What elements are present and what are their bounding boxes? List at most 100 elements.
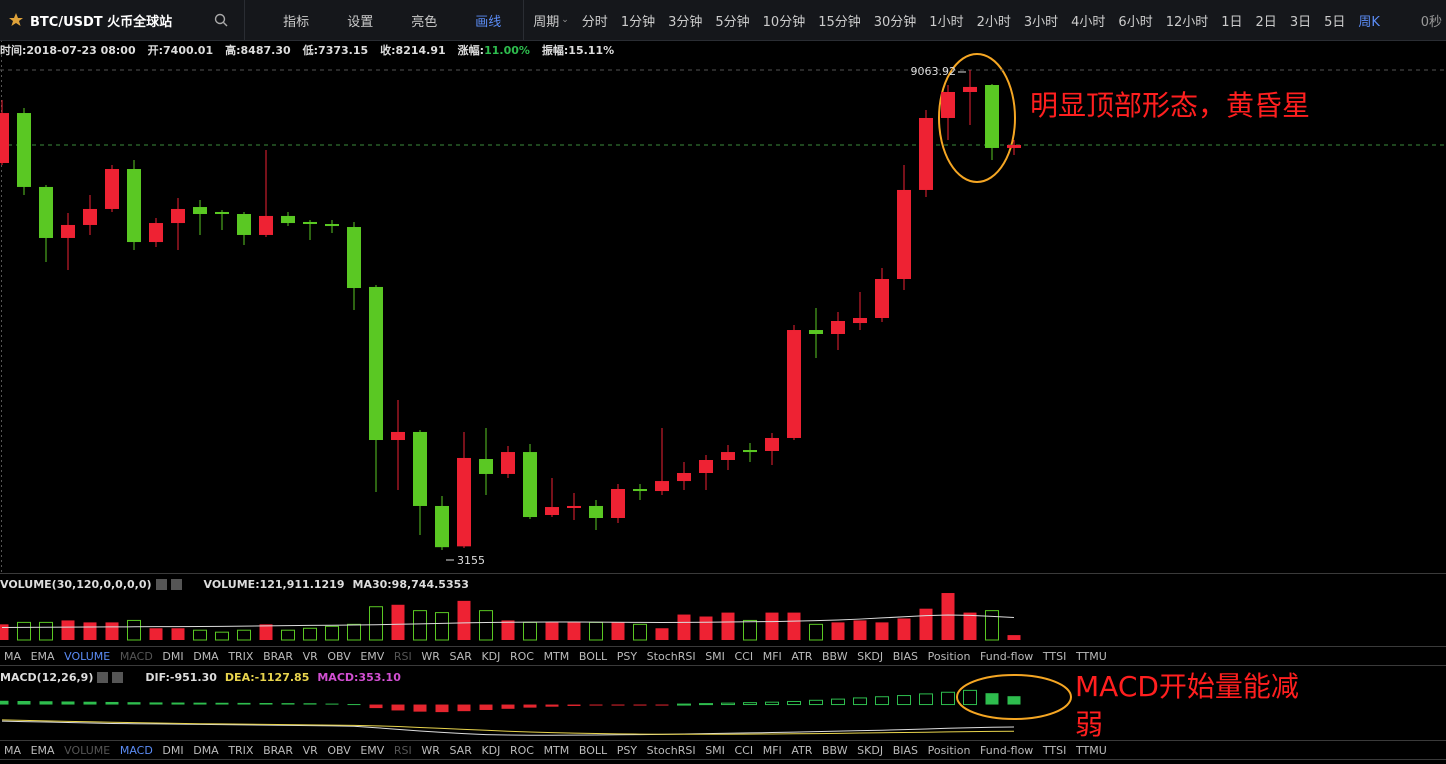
tool-button[interactable]: 设置 — [347, 14, 374, 30]
indicator-tab[interactable]: MACD — [119, 743, 153, 757]
tool-button[interactable]: 指标 — [283, 14, 310, 30]
indicator-tab[interactable]: SMI — [705, 649, 725, 663]
indicator-tab[interactable]: TRIX — [228, 743, 254, 757]
indicator-tab[interactable]: VOLUME — [64, 743, 111, 757]
indicator-tab[interactable]: BIAS — [892, 649, 918, 663]
indicator-tab[interactable]: PSY — [616, 743, 638, 757]
indicator-tab[interactable]: BIAS — [892, 743, 918, 757]
indicator-tab[interactable]: DMI — [162, 649, 184, 663]
indicator-tab[interactable]: ATR — [791, 743, 813, 757]
period-button[interactable]: 1分钟 — [620, 14, 656, 30]
indicator-tab[interactable]: ROC — [509, 649, 534, 663]
indicator-tab[interactable]: Fund-flow — [980, 649, 1034, 663]
macd-bar — [677, 703, 691, 706]
macd-bar — [655, 704, 669, 706]
indicator-tab[interactable]: RSI — [393, 743, 412, 757]
indicator-tab[interactable]: MFI — [762, 649, 782, 663]
indicator-tab[interactable]: StochRSI — [646, 649, 696, 663]
indicator-tab[interactable]: EMA — [30, 743, 55, 757]
volume-bar — [259, 624, 273, 640]
period-button[interactable]: 4小时 — [1071, 14, 1106, 30]
indicator-tab[interactable]: TTMU — [1075, 649, 1107, 663]
indicator-tab[interactable]: MFI — [762, 743, 782, 757]
indicator-tab[interactable]: DMI — [162, 743, 184, 757]
star-icon[interactable] — [8, 12, 24, 28]
indicator-tab[interactable]: MA — [4, 743, 22, 757]
indicator-tab[interactable]: EMV — [360, 743, 385, 757]
period-label[interactable]: 周期 — [533, 14, 560, 30]
period-button[interactable]: 30分钟 — [873, 14, 917, 30]
indicator-tab[interactable]: SAR — [449, 649, 472, 663]
indicator-tab[interactable]: BRAR — [263, 649, 293, 663]
indicator-tab[interactable]: ATR — [791, 649, 813, 663]
period-button[interactable]: 3小时 — [1023, 14, 1059, 30]
period-button[interactable]: 3分钟 — [668, 14, 703, 30]
period-button[interactable]: 1日 — [1221, 14, 1243, 30]
indicator-tab[interactable]: PSY — [616, 649, 638, 663]
period-button[interactable]: 12小时 — [1165, 14, 1209, 30]
indicator-tab[interactable]: WR — [421, 649, 440, 663]
indicator-tab[interactable]: SKDJ — [857, 743, 884, 757]
indicator-tab[interactable]: RSI — [393, 649, 412, 663]
indicator-tab[interactable]: SKDJ — [857, 649, 884, 663]
period-button[interactable]: 10分钟 — [762, 14, 806, 30]
indicator-tab[interactable]: BOLL — [578, 649, 608, 663]
indicator-tab[interactable]: Fund-flow — [980, 743, 1034, 757]
indicator-tab[interactable]: VR — [302, 743, 318, 757]
indicator-tab[interactable]: TTSI — [1042, 649, 1067, 663]
indicator-tab[interactable]: TTMU — [1075, 743, 1107, 757]
indicator-tab[interactable]: MA — [4, 649, 22, 663]
period-button[interactable]: 1小时 — [929, 14, 964, 30]
candle-body — [545, 507, 559, 515]
period-button[interactable]: 6小时 — [1118, 14, 1153, 30]
indicator-tab[interactable]: BBW — [822, 743, 848, 757]
indicator-tab[interactable]: MACD — [119, 649, 153, 663]
close-icon[interactable] — [170, 578, 182, 590]
period-button[interactable]: 周K — [1358, 14, 1380, 30]
tool-button[interactable]: 画线 — [475, 14, 502, 30]
indicator-tab[interactable]: DMA — [193, 649, 219, 663]
indicator-tab[interactable]: MTM — [543, 649, 570, 663]
indicator-tab[interactable]: ROC — [509, 743, 534, 757]
indicator-tab[interactable]: BOLL — [578, 743, 608, 757]
indicator-tab[interactable]: SAR — [449, 743, 472, 757]
info-change-label: 涨幅: — [457, 44, 485, 57]
period-button[interactable]: 5分钟 — [715, 14, 750, 30]
indicator-tab[interactable]: TTSI — [1042, 743, 1067, 757]
indicator-tab[interactable]: SMI — [705, 743, 725, 757]
indicator-tab[interactable]: KDJ — [481, 743, 501, 757]
macd-bar — [193, 702, 207, 705]
indicator-tab[interactable]: WR — [421, 743, 440, 757]
search-icon[interactable] — [214, 13, 228, 27]
indicator-tab[interactable]: EMA — [30, 649, 55, 663]
period-button[interactable]: 5日 — [1324, 14, 1346, 30]
indicator-tab[interactable]: DMA — [193, 743, 219, 757]
period-button[interactable]: 2小时 — [976, 14, 1011, 30]
period-button[interactable]: 3日 — [1289, 14, 1312, 30]
tool-button[interactable]: 亮色 — [411, 14, 438, 30]
indicator-tab[interactable]: CCI — [734, 649, 754, 663]
volume-bar — [677, 614, 691, 640]
indicator-tab[interactable]: StochRSI — [646, 743, 696, 757]
indicator-tab[interactable]: EMV — [360, 649, 385, 663]
indicator-tab[interactable]: CCI — [734, 743, 754, 757]
period-button[interactable]: 分时 — [581, 14, 608, 30]
settings-icon[interactable] — [97, 671, 109, 683]
period-button[interactable]: 15分钟 — [818, 14, 861, 30]
indicator-tab[interactable]: Position — [927, 649, 971, 663]
indicator-tab[interactable]: VOLUME — [64, 649, 111, 663]
indicator-tab[interactable]: MTM — [543, 743, 570, 757]
period-button[interactable]: 2日 — [1255, 14, 1277, 30]
indicator-tab[interactable]: BBW — [822, 649, 848, 663]
indicator-tab[interactable]: TRIX — [228, 649, 254, 663]
indicator-tab[interactable]: OBV — [327, 649, 351, 663]
symbol[interactable]: BTC/USDT 火币全球站 — [30, 14, 173, 30]
indicator-tab[interactable]: OBV — [327, 743, 351, 757]
indicator-tab[interactable]: Position — [927, 743, 971, 757]
indicator-tab[interactable]: BRAR — [263, 743, 293, 757]
settings-icon[interactable] — [155, 578, 167, 590]
volume-bar — [325, 625, 339, 641]
indicator-tab[interactable]: VR — [302, 649, 318, 663]
indicator-tab[interactable]: KDJ — [481, 649, 501, 663]
close-icon[interactable] — [112, 671, 124, 683]
